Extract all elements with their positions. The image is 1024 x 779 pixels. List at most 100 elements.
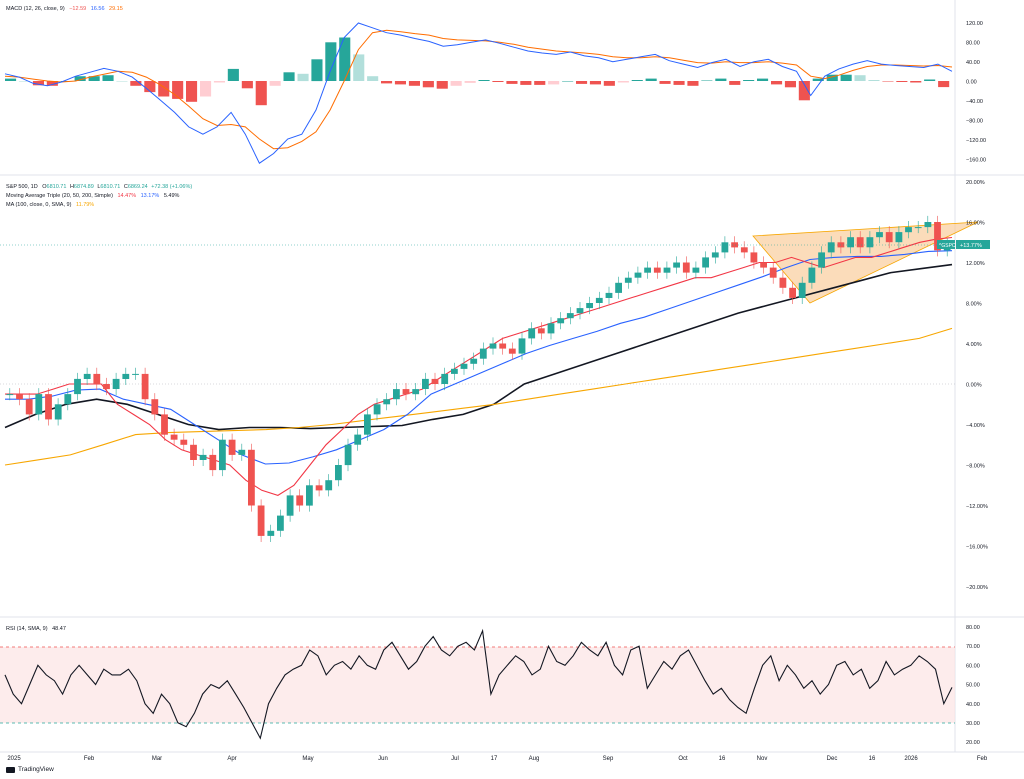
macd-hist-bar xyxy=(548,81,560,85)
candle-body xyxy=(644,267,651,273)
time-axis-tick: 16 xyxy=(869,756,876,762)
macd-axis-tick: 40.00 xyxy=(966,60,980,66)
macd-hist-bar xyxy=(715,78,727,81)
candle-body xyxy=(74,378,81,395)
time-axis-tick: Apr xyxy=(227,756,236,762)
candle-body xyxy=(354,434,362,445)
candle-body xyxy=(35,394,43,415)
ma50-line xyxy=(5,250,953,465)
candle-body xyxy=(895,232,903,243)
candle-body xyxy=(25,399,33,415)
ma100-legend: MA (100, close, 0, SMA, 9) 11.79% xyxy=(6,202,94,208)
candle-body xyxy=(460,363,468,369)
candle-body xyxy=(6,394,14,396)
candle-body xyxy=(779,277,787,288)
price-axis-tick: −4.00% xyxy=(966,423,985,429)
candle-body xyxy=(856,237,864,248)
price-axis-tick: −8.00% xyxy=(966,464,985,470)
rsi-axis-tick: 30.00 xyxy=(966,721,980,727)
macd-hist-bar xyxy=(18,81,30,82)
candle-body xyxy=(431,378,439,384)
candle-body xyxy=(489,343,497,349)
time-axis[interactable]: 2025 Feb Mar Apr May Jun Jul 17 Aug Sep Oct 16 Nov De… xyxy=(7,756,988,762)
time-axis-tick: 17 xyxy=(491,756,498,762)
macd-hist-bar xyxy=(297,73,309,82)
candle-body xyxy=(344,444,352,466)
candle-body xyxy=(238,449,246,455)
macd-hist-bar xyxy=(729,81,741,85)
price-axis-tick: −12.00% xyxy=(966,504,988,510)
time-axis-tick: Mar xyxy=(152,756,162,762)
price-axis-tick: 12.00% xyxy=(966,261,985,267)
macd-hist-bar xyxy=(394,81,406,85)
macd-axis-tick: 80.00 xyxy=(966,41,980,47)
macd-hist-bar xyxy=(812,78,824,81)
macd-hist-bar xyxy=(46,81,58,86)
macd-hist-bar xyxy=(130,81,142,86)
rsi-pane[interactable]: RSI (14, SMA, 9) 48.47 80.00 70.00 60.00 50… xyxy=(0,625,980,746)
time-axis-tick: 2026 xyxy=(904,756,918,762)
macd-hist-bar xyxy=(88,76,100,81)
tradingview-brand: TradingView xyxy=(18,766,54,773)
candle-body xyxy=(441,373,449,384)
macd-axis-tick: 0.00 xyxy=(966,80,977,86)
candle-body xyxy=(537,328,545,334)
macd-hist-bar xyxy=(938,81,950,88)
rising-wedge-drawing[interactable] xyxy=(752,221,979,304)
macd-hist-bar xyxy=(673,81,685,85)
price-pane[interactable]: S&P 500, 1D O6810.71 H6874.89 L6810.71 C… xyxy=(0,180,990,591)
macd-y-axis[interactable]: 120.00 80.00 40.00 0.00 −40.00 −80.00 −120.00 −… xyxy=(966,21,986,164)
macd-hist-bar xyxy=(311,59,323,82)
macd-pane[interactable]: MACD (12, 26, close, 9) −12.59 16.56 29.… xyxy=(4,6,986,164)
candle-body xyxy=(789,287,796,298)
macd-hist-bar xyxy=(589,81,601,85)
macd-hist-bar xyxy=(283,72,295,81)
candle-body xyxy=(885,232,893,243)
macd-hist-bar xyxy=(784,81,796,88)
macd-hist-bar xyxy=(158,81,170,97)
macd-hist-bar xyxy=(617,81,629,83)
candle-body xyxy=(595,297,603,303)
tradingview-logo[interactable]: TradingView xyxy=(6,766,54,773)
macd-hist-bar xyxy=(74,76,86,81)
macd-hist-bar xyxy=(562,81,574,82)
candle-body xyxy=(528,328,536,339)
candle-body xyxy=(740,247,748,253)
macd-hist-bar xyxy=(464,81,476,83)
candle-body xyxy=(682,262,690,273)
candle-body xyxy=(634,272,642,278)
candle-body xyxy=(847,237,854,248)
candle-body xyxy=(122,373,130,379)
candle-body xyxy=(373,404,381,415)
rsi-y-axis[interactable]: 80.00 70.00 60.00 50.00 40.00 30.00 20.00 xyxy=(966,625,980,746)
candle-body xyxy=(151,399,159,415)
candle-body xyxy=(315,485,323,491)
candle-body xyxy=(876,232,883,238)
macd-hist-bar xyxy=(408,81,420,86)
rsi-axis-tick: 70.00 xyxy=(966,644,980,650)
candle-body xyxy=(132,373,139,375)
price-badge-symbol: ^GSPC xyxy=(939,243,956,249)
candle-body xyxy=(257,505,265,536)
candle-body xyxy=(557,318,565,324)
macd-hist-bar xyxy=(687,81,699,86)
macd-hist-bar xyxy=(492,81,504,82)
candle-body xyxy=(383,399,391,405)
price-y-axis[interactable]: 20.00% 16.00% 12.00% 8.00% 4.00% 0.00% −4.00% −… xyxy=(966,180,988,591)
price-axis-tick: 8.00% xyxy=(966,302,982,308)
price-badge-value: +13.77% xyxy=(960,243,982,249)
macd-hist-bar xyxy=(339,37,351,81)
candle-body xyxy=(103,384,110,390)
candle-body xyxy=(45,394,52,420)
price-badge: ^GSPC +13.77% xyxy=(937,240,990,249)
candle-body xyxy=(518,338,526,354)
rsi-axis-tick: 80.00 xyxy=(966,625,980,631)
macd-hist-bar xyxy=(381,81,393,84)
macd-hist-bar xyxy=(743,80,755,81)
rsi-axis-tick: 60.00 xyxy=(966,663,980,669)
candle-body xyxy=(83,373,91,379)
macd-hist-bar xyxy=(896,81,908,82)
macd-hist-bar xyxy=(367,76,379,81)
candle-body xyxy=(470,358,478,364)
candle-body xyxy=(615,282,622,293)
